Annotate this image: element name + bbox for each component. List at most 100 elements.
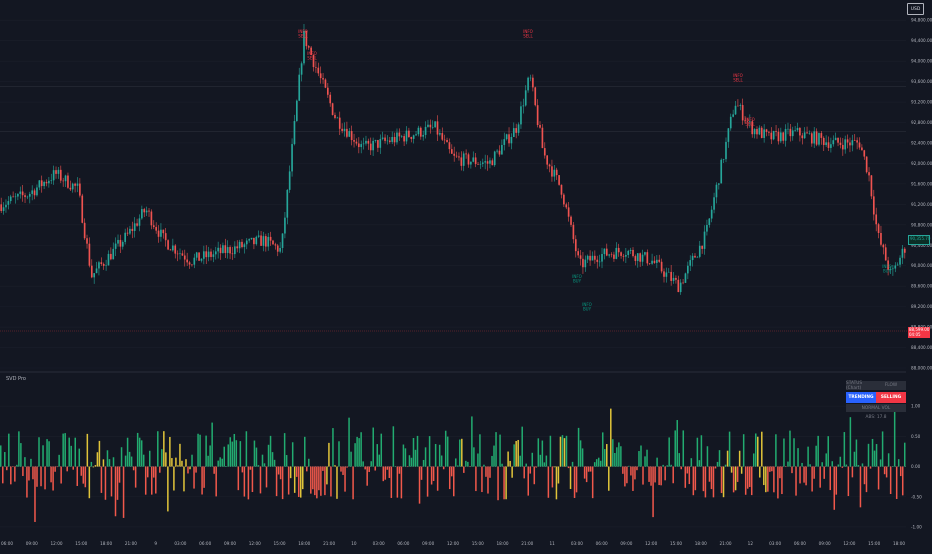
delta-bar bbox=[22, 466, 24, 476]
flow-badge: SELLING bbox=[876, 392, 906, 403]
delta-bar bbox=[88, 466, 91, 499]
candle-body bbox=[696, 256, 699, 258]
candle-body bbox=[501, 144, 503, 155]
delta-bar bbox=[235, 440, 238, 467]
delta-bar bbox=[819, 466, 821, 488]
time-axis-label: 15:00 bbox=[670, 541, 682, 546]
price-axis-label: 94,000.00 bbox=[911, 59, 932, 64]
candle-body bbox=[415, 134, 417, 136]
candle-body bbox=[508, 134, 510, 144]
delta-bar bbox=[748, 466, 751, 487]
delta-bar bbox=[873, 450, 876, 467]
price-axis-label: 94,800.00 bbox=[911, 18, 932, 23]
delta-bar bbox=[140, 440, 143, 467]
delta-bar bbox=[432, 466, 435, 481]
delta-bar bbox=[253, 440, 256, 467]
candle-body bbox=[622, 255, 625, 257]
candle-body bbox=[172, 245, 174, 251]
candle-body bbox=[772, 131, 775, 140]
candle-body bbox=[784, 128, 787, 141]
candle-body bbox=[493, 151, 496, 166]
delta-bar bbox=[481, 466, 483, 493]
delta-bar bbox=[521, 426, 523, 467]
candle-body bbox=[217, 247, 219, 252]
delta-bar bbox=[752, 453, 755, 467]
candle-body bbox=[861, 147, 863, 151]
time-axis-label: 10 bbox=[351, 541, 357, 546]
price-axis-label: 88,400.00 bbox=[911, 345, 932, 350]
delta-bar bbox=[606, 444, 608, 467]
candle-body bbox=[324, 79, 327, 88]
delta-bar bbox=[426, 466, 429, 497]
candle-body bbox=[882, 244, 885, 248]
delta-bar bbox=[20, 443, 22, 467]
delta-bar bbox=[686, 466, 689, 474]
candle-body bbox=[658, 259, 661, 262]
delta-bar bbox=[390, 466, 393, 498]
candle-body bbox=[379, 138, 382, 148]
delta-bar bbox=[755, 433, 757, 467]
candle-body bbox=[14, 196, 17, 198]
candle-body bbox=[770, 132, 773, 140]
delta-bar bbox=[757, 436, 759, 467]
delta-bar bbox=[632, 466, 634, 491]
candle-body bbox=[846, 139, 849, 143]
delta-bar bbox=[553, 466, 556, 468]
candle-body bbox=[818, 133, 820, 145]
delta-bar bbox=[730, 466, 733, 473]
candle-body bbox=[572, 224, 575, 240]
delta-bar bbox=[370, 461, 372, 467]
candle-body bbox=[150, 211, 153, 226]
candle-body bbox=[83, 222, 86, 239]
delta-bar bbox=[12, 466, 14, 468]
candle-body bbox=[267, 236, 270, 247]
delta-bar bbox=[159, 466, 161, 473]
delta-bar bbox=[565, 435, 568, 467]
candle-body bbox=[474, 157, 477, 165]
delta-bar bbox=[672, 466, 674, 484]
delta-bar bbox=[767, 466, 769, 492]
delta-bar bbox=[255, 447, 258, 467]
delta-bar bbox=[845, 464, 848, 467]
candle-body bbox=[265, 236, 267, 247]
delta-bar bbox=[267, 444, 270, 467]
price-axis-label: 88,000.00 bbox=[911, 366, 932, 371]
delta-bar bbox=[227, 444, 230, 467]
candle-body bbox=[574, 239, 577, 252]
price-axis-label: 90,800.00 bbox=[911, 222, 932, 227]
candle-body bbox=[546, 155, 549, 165]
candle-body bbox=[260, 235, 262, 246]
candle-body bbox=[541, 127, 544, 149]
delta-bar bbox=[157, 431, 159, 467]
candle-body bbox=[603, 248, 606, 255]
candle-body bbox=[462, 153, 465, 166]
currency-button[interactable]: USD bbox=[907, 3, 924, 15]
delta-bar bbox=[261, 454, 264, 467]
candle-body bbox=[193, 257, 196, 265]
delta-bar bbox=[529, 466, 532, 474]
delta-bar bbox=[579, 440, 582, 467]
candle-body bbox=[832, 140, 835, 145]
candle-body bbox=[651, 260, 653, 264]
delta-bar bbox=[48, 441, 50, 467]
candle-body bbox=[234, 246, 236, 255]
candle-body bbox=[455, 155, 458, 157]
candle-body bbox=[303, 30, 305, 64]
time-axis-label: 21:00 bbox=[323, 541, 335, 546]
delta-bar bbox=[825, 453, 827, 467]
delta-bar bbox=[676, 420, 678, 467]
delta-bar bbox=[114, 466, 117, 517]
delta-bar bbox=[525, 463, 527, 467]
delta-bar bbox=[597, 457, 600, 467]
delta-bar bbox=[400, 466, 403, 499]
delta-bar bbox=[90, 461, 93, 467]
candle-body bbox=[188, 262, 191, 265]
time-axis-label: 12:00 bbox=[51, 541, 63, 546]
delta-bar bbox=[259, 466, 262, 494]
delta-bar bbox=[881, 431, 884, 467]
delta-bar bbox=[503, 466, 505, 500]
delta-bar bbox=[539, 454, 542, 467]
candle-body bbox=[510, 136, 513, 144]
